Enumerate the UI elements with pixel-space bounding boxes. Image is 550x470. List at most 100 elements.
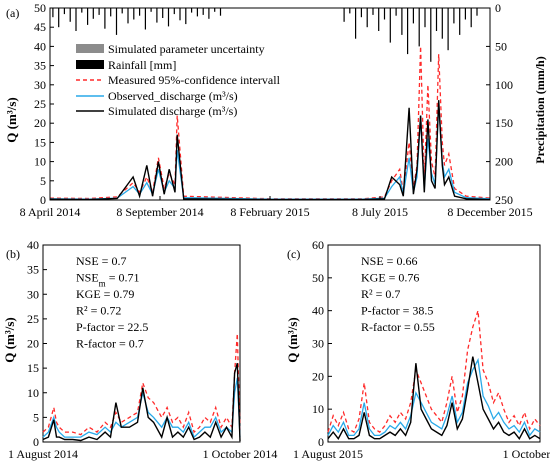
rainfall-bar bbox=[202, 8, 204, 15]
stat-line: NSE = 0.66 bbox=[361, 254, 417, 268]
stat-line: KGE = 0.76 bbox=[361, 271, 419, 285]
rainfall-bar bbox=[378, 8, 380, 31]
rainfall-bar bbox=[115, 8, 118, 35]
x-tick-label: 8 April 2014 bbox=[20, 205, 81, 219]
y-tick-label: 25 bbox=[27, 312, 39, 326]
panel-c-stats: NSE = 0.66 KGE = 0.76 R² = 0.7 P-factor = 3… bbox=[361, 254, 435, 334]
panel-b-ylabel: Q (m³/s) bbox=[2, 317, 17, 362]
y-tick-label: 40 bbox=[27, 238, 39, 252]
rainfall-bar bbox=[453, 8, 455, 24]
y-right-tick-label: 250 bbox=[495, 193, 513, 207]
rainfall-bar bbox=[150, 8, 152, 12]
panel-a-ylabel: Q (m³/s) bbox=[4, 97, 19, 142]
rainfall-bar bbox=[441, 8, 443, 39]
series-line-ci bbox=[49, 46, 491, 200]
rainfall-bar bbox=[69, 8, 71, 22]
y-tick-label: 10 bbox=[27, 386, 39, 400]
rainfall-bar bbox=[92, 8, 94, 19]
x-tick-label: 1 October 2014 bbox=[203, 447, 278, 461]
y-tick-label: 35 bbox=[27, 263, 39, 277]
y-tick-label: 30 bbox=[312, 337, 324, 351]
panel-c-x-axis: 1 August 2015 1 October 2015 bbox=[293, 438, 550, 461]
y-tick-label: 0 bbox=[33, 435, 39, 449]
rainfall-bar bbox=[383, 8, 386, 20]
panel-b-label: (b) bbox=[6, 247, 20, 261]
panel-a-legend: Simulated parameter uncertainty Rainfall… bbox=[76, 42, 281, 118]
rainfall-bar bbox=[98, 8, 100, 15]
stat-line: R² = 0.7 bbox=[361, 287, 400, 301]
panel-b-series bbox=[42, 333, 241, 442]
rainfall-bar bbox=[196, 8, 198, 17]
y-tick-label: 50 bbox=[34, 1, 46, 15]
panel-c-ylabel: Q (m³/s) bbox=[285, 317, 300, 362]
rainfall-bar bbox=[81, 8, 83, 13]
y-right-tick-label: 150 bbox=[495, 116, 513, 130]
rainfall-bar bbox=[167, 8, 170, 27]
y-tick-label: 45 bbox=[34, 20, 46, 34]
panel-a: (a) Q (m³/s) Precipitation (mm/h) 0 5 10 15… bbox=[4, 1, 547, 219]
panel-a-label: (a) bbox=[6, 6, 19, 20]
legend-swatch-uncertainty bbox=[76, 44, 104, 53]
rainfall-bar bbox=[219, 8, 222, 16]
y-tick-label: 40 bbox=[312, 304, 324, 318]
rainfall-bar bbox=[63, 8, 65, 15]
rainfall-bar bbox=[476, 8, 478, 16]
y-tick-label: 15 bbox=[27, 361, 39, 375]
y-right-tick-label: 100 bbox=[495, 78, 513, 92]
stat-line: P-factor = 22.5 bbox=[76, 320, 148, 334]
y-tick-label: 25 bbox=[34, 97, 46, 111]
stat-line: R-factor = 0.7 bbox=[76, 337, 144, 351]
rainfall-bar bbox=[58, 8, 60, 28]
rainfall-bar bbox=[355, 8, 357, 39]
rainfall-bar bbox=[185, 8, 187, 25]
panel-b: (b) Q (m³/s) 0 5 10 15 20 25 30 35 40 1 August 2… bbox=[2, 238, 277, 461]
rainfall-bar bbox=[156, 8, 158, 23]
panel-c: (c) Q (m³/s) 0 10 20 30 40 50 60 1 August 2015… bbox=[285, 238, 550, 461]
y-right-tick-label: 0 bbox=[495, 1, 501, 15]
series-line-observed bbox=[42, 377, 241, 439]
legend-label-uncertainty: Simulated parameter uncertainty bbox=[108, 42, 265, 56]
y-tick-label: 20 bbox=[27, 337, 39, 351]
x-tick-label: 8 September 2014 bbox=[116, 205, 203, 219]
panel-a-x-axis: 8 April 2014 8 September 2014 8 February 2… bbox=[20, 196, 533, 219]
panel-c-series bbox=[327, 310, 541, 440]
stat-line: R-factor = 0.55 bbox=[361, 320, 435, 334]
x-tick-label: 8 July 2015 bbox=[352, 205, 408, 219]
legend-swatch-rainfall bbox=[76, 60, 104, 69]
rainfall-bar bbox=[366, 8, 368, 28]
panel-a-y-axis-right: 0 50 100 150 200 250 bbox=[486, 1, 513, 207]
rainfall-bar bbox=[179, 8, 181, 21]
rainfall-bar bbox=[418, 8, 420, 47]
y-tick-label: 5 bbox=[40, 174, 46, 188]
panel-a-ylabel-right: Precipitation (mm/h) bbox=[533, 56, 547, 163]
series-line-simulated bbox=[327, 356, 541, 440]
legend-label-rainfall: Rainfall [mm] bbox=[108, 58, 176, 72]
series-line-simulated bbox=[42, 363, 241, 442]
y-tick-label: 5 bbox=[33, 410, 39, 424]
rainfall-bar bbox=[407, 8, 409, 55]
y-tick-label: 50 bbox=[312, 271, 324, 285]
rainfall-bar bbox=[104, 8, 106, 29]
rainfall-bar bbox=[52, 8, 54, 18]
rainfall-bar bbox=[162, 8, 164, 18]
x-tick-label: 8 December 2015 bbox=[447, 205, 532, 219]
rainfall-bar bbox=[208, 8, 210, 19]
series-line-simulated bbox=[49, 100, 491, 201]
stat-line: NSE = 0.7 bbox=[76, 254, 126, 268]
rainfall-bar bbox=[110, 8, 112, 17]
rainfall-bar bbox=[430, 8, 432, 62]
x-tick-label: 1 August 2015 bbox=[293, 447, 363, 461]
rainfall-bar bbox=[360, 8, 362, 18]
rainfall-bar bbox=[191, 8, 193, 13]
legend-label-ci: Measured 95%-confidence intervall bbox=[108, 73, 281, 87]
y-tick-label: 20 bbox=[312, 369, 324, 383]
rainfall-bar bbox=[464, 8, 466, 20]
panel-a-series bbox=[49, 46, 491, 201]
rainfall-bar bbox=[144, 8, 146, 30]
stat-line: KGE = 0.79 bbox=[76, 287, 134, 301]
y-tick-label: 10 bbox=[312, 402, 324, 416]
y-right-tick-label: 200 bbox=[495, 155, 513, 169]
y-tick-label: 15 bbox=[34, 135, 46, 149]
rainfall-bar bbox=[173, 8, 175, 15]
